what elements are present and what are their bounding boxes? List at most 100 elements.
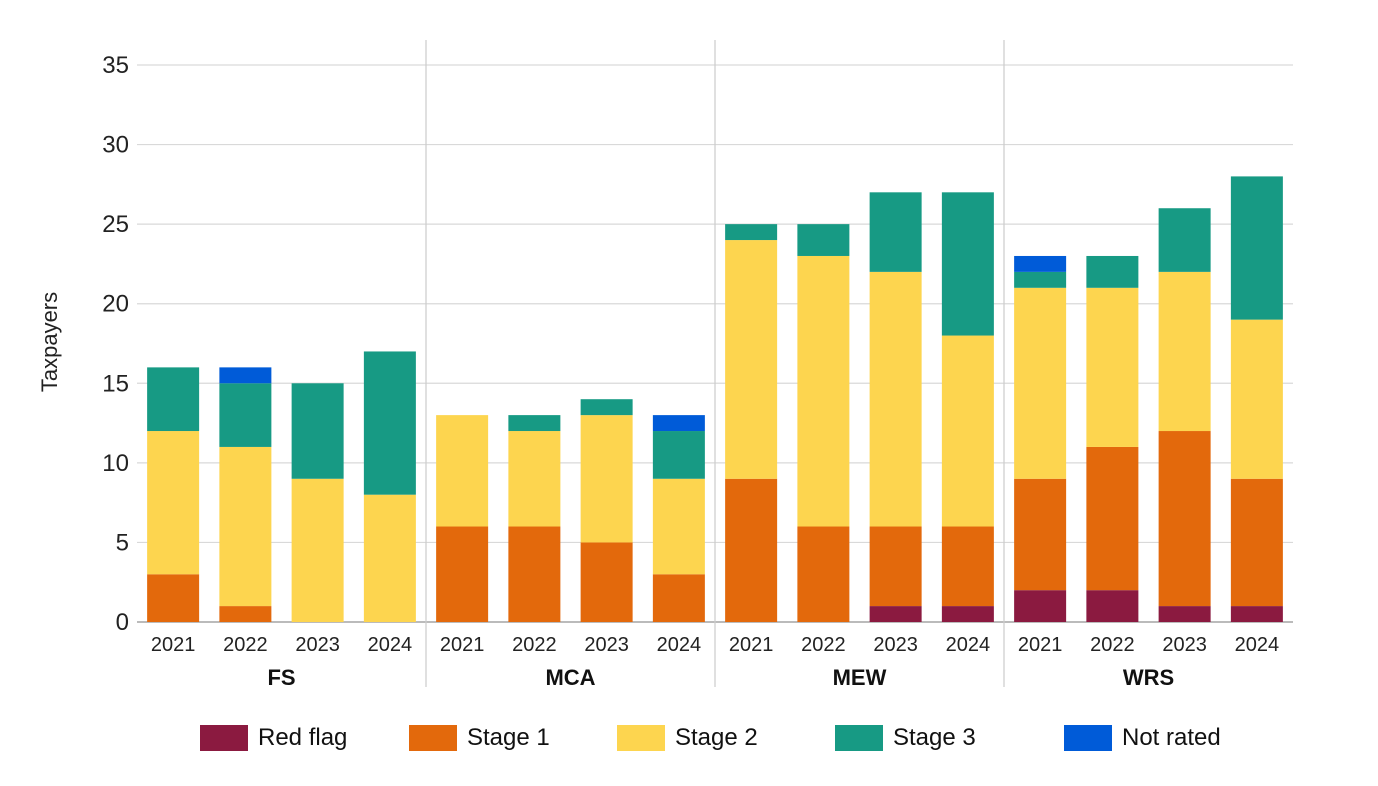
bar-segment-mew-2021-stage-3: [725, 224, 778, 241]
legend-swatch: [835, 725, 883, 751]
bar-segment-wrs-2021-red-flag: [1014, 590, 1067, 622]
y-axis-title: Taxpayers: [37, 292, 62, 392]
bar-segment-mca-2022-stage-3: [508, 415, 561, 432]
bar-segment-wrs-2022-stage-1: [1086, 446, 1139, 591]
legend: Red flag Stage 1 Stage 2 Stage 3 Not rated: [0, 718, 1378, 758]
x-tick-label: 2023: [584, 634, 629, 656]
bar-segment-fs-2022-not-rated: [219, 367, 272, 384]
bar-segment-fs-2024-stage-2: [363, 494, 416, 622]
bar-segment-mca-2024-stage-1: [652, 574, 705, 622]
bar-segment-wrs-2024-stage-3: [1230, 176, 1283, 320]
bar-segment-mew-2024-stage-3: [941, 192, 994, 336]
x-tick-label: 2023: [873, 634, 918, 656]
bar-segment-wrs-2021-not-rated: [1014, 255, 1067, 272]
x-tick-label: 2022: [801, 634, 846, 656]
legend-swatch: [409, 725, 457, 751]
bars: [147, 176, 1283, 622]
bar-segment-mew-2024-red-flag: [941, 606, 994, 622]
legend-swatch: [1064, 725, 1112, 751]
bar-segment-mew-2022-stage-2: [797, 255, 850, 527]
y-tick-label: 15: [102, 370, 129, 397]
bar-segment-mca-2023-stage-2: [580, 415, 633, 543]
legend-label: Stage 2: [675, 724, 758, 751]
y-axis-ticks: 0 5 10 15 20 25 30 35: [102, 52, 129, 636]
bar-segment-mca-2023-stage-1: [580, 542, 633, 622]
y-tick-label: 5: [116, 529, 129, 556]
bar-segment-fs-2024-stage-3: [363, 351, 416, 495]
legend-item-not-rated: Not rated: [1064, 718, 1221, 758]
group-label: WRS: [1123, 665, 1174, 690]
bar-segment-mca-2024-stage-2: [652, 478, 705, 575]
bar-segment-mew-2023-stage-2: [869, 271, 922, 527]
x-tick-label: 2021: [729, 634, 774, 656]
legend-label: Red flag: [258, 724, 348, 751]
bar-segment-mew-2021-stage-2: [725, 240, 778, 479]
bar-segment-mew-2022-stage-1: [797, 526, 850, 622]
bar-segment-wrs-2023-stage-1: [1158, 431, 1211, 607]
bar-segment-mca-2024-not-rated: [652, 415, 705, 432]
bar-segment-mew-2023-stage-1: [869, 526, 922, 607]
bar-segment-mca-2022-stage-1: [508, 526, 561, 622]
x-tick-label: 2024: [368, 634, 413, 656]
x-axis-labels: 2021 2022 2023 2024 FS 2021 2022 2023 2024 MCA 202…: [151, 634, 1279, 690]
bar-segment-mew-2024-stage-2: [941, 335, 994, 527]
bar-segment-fs-2022-stage-3: [219, 383, 272, 447]
legend-item-stage-3: Stage 3: [835, 718, 976, 758]
legend-swatch: [200, 725, 248, 751]
bar-segment-mca-2022-stage-2: [508, 431, 561, 527]
y-tick-label: 0: [116, 609, 129, 636]
x-tick-label: 2023: [295, 634, 340, 656]
group-label: FS: [267, 665, 295, 690]
bar-segment-mew-2021-stage-1: [725, 478, 778, 622]
legend-label: Stage 1: [467, 724, 550, 751]
x-tick-label: 2024: [657, 634, 702, 656]
bar-segment-wrs-2021-stage-3: [1014, 271, 1067, 288]
bar-segment-mew-2023-red-flag: [869, 606, 922, 622]
y-tick-label: 10: [102, 450, 129, 477]
x-tick-label: 2023: [1162, 634, 1207, 656]
x-tick-label: 2022: [1090, 634, 1135, 656]
bar-segment-wrs-2022-stage-3: [1086, 255, 1139, 288]
y-tick-label: 30: [102, 132, 129, 159]
y-tick-label: 20: [102, 291, 129, 318]
x-tick-label: 2021: [440, 634, 485, 656]
x-tick-label: 2021: [1018, 634, 1063, 656]
bar-segment-wrs-2022-red-flag: [1086, 590, 1139, 622]
bar-segment-fs-2021-stage-2: [147, 431, 200, 575]
bar-segment-wrs-2023-red-flag: [1158, 606, 1211, 622]
bar-segment-fs-2021-stage-3: [147, 367, 200, 432]
bar-segment-fs-2021-stage-1: [147, 574, 200, 622]
bar-segment-mew-2023-stage-3: [869, 192, 922, 272]
x-tick-label: 2024: [1235, 634, 1280, 656]
bar-segment-fs-2022-stage-1: [219, 606, 272, 622]
bar-segment-wrs-2024-stage-2: [1230, 319, 1283, 479]
bar-segment-wrs-2023-stage-2: [1158, 271, 1211, 432]
x-tick-label: 2021: [151, 634, 196, 656]
legend-label: Not rated: [1122, 724, 1221, 751]
bar-segment-mew-2024-stage-1: [941, 526, 994, 607]
bar-segment-mca-2024-stage-3: [652, 431, 705, 479]
legend-swatch: [617, 725, 665, 751]
legend-item-red-flag: Red flag: [200, 718, 347, 758]
bar-segment-wrs-2021-stage-2: [1014, 287, 1067, 479]
bar-segment-wrs-2023-stage-3: [1158, 208, 1211, 272]
bar-segment-fs-2023-stage-3: [291, 383, 344, 479]
y-tick-label: 35: [102, 52, 129, 79]
bar-segment-mca-2021-stage-1: [436, 526, 489, 622]
bar-segment-mew-2022-stage-3: [797, 224, 850, 256]
bar-segment-mca-2021-stage-2: [436, 415, 489, 527]
bar-segment-wrs-2024-stage-1: [1230, 478, 1283, 607]
x-tick-label: 2024: [946, 634, 991, 656]
x-tick-label: 2022: [223, 634, 268, 656]
group-label: MCA: [545, 665, 595, 690]
bar-segment-mca-2023-stage-3: [580, 399, 633, 416]
bar-segment-wrs-2022-stage-2: [1086, 287, 1139, 447]
legend-label: Stage 3: [893, 724, 976, 751]
bar-segment-wrs-2024-red-flag: [1230, 606, 1283, 622]
legend-item-stage-2: Stage 2: [617, 718, 758, 758]
bar-segment-wrs-2021-stage-1: [1014, 478, 1067, 591]
group-label: MEW: [833, 665, 887, 690]
bar-segment-fs-2023-stage-2: [291, 478, 344, 622]
y-tick-label: 25: [102, 211, 129, 238]
